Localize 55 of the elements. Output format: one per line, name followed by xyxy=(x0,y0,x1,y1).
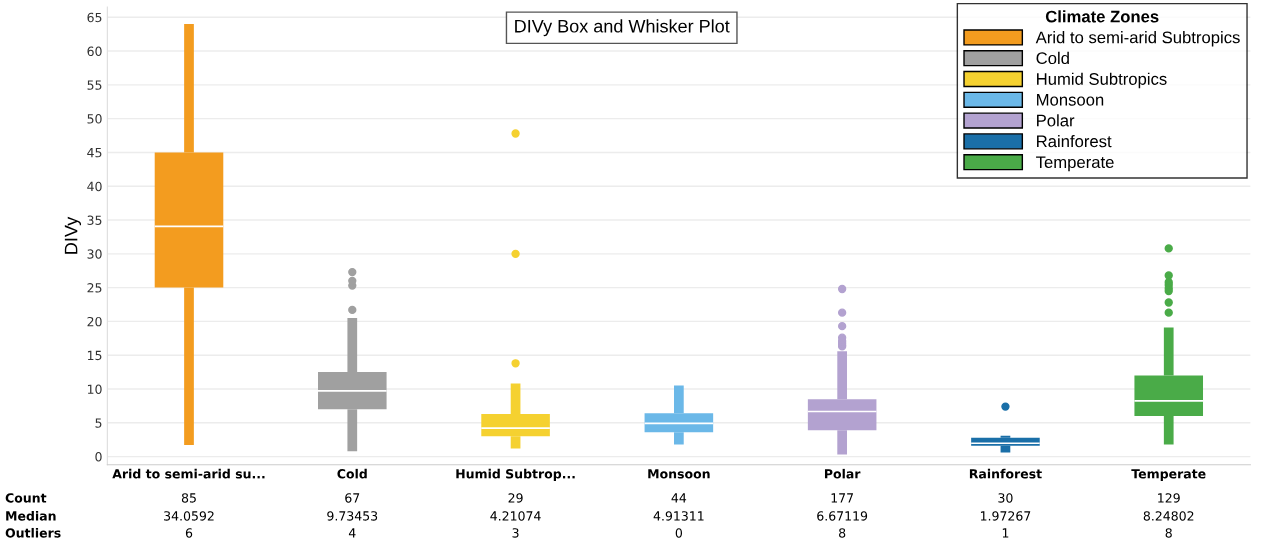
legend-label: Monsoon xyxy=(1037,94,1104,106)
y-tick-label: 55 xyxy=(87,80,102,90)
y-axis-title: DIVy xyxy=(64,216,82,254)
text: 85 xyxy=(181,493,196,503)
text: 3 xyxy=(512,528,519,538)
text: 129 xyxy=(1158,493,1180,503)
text: 8 xyxy=(1165,528,1172,538)
text: 29 xyxy=(508,493,523,503)
x-tick-label: Monsoon xyxy=(648,469,710,479)
text: 177 xyxy=(831,493,854,503)
text: 34.0592 xyxy=(164,511,214,521)
text: 44 xyxy=(671,493,687,503)
text: 67 xyxy=(345,493,360,503)
text: 6.67119 xyxy=(817,511,868,521)
text: 4.91311 xyxy=(653,511,704,521)
x-tick-label: Temperate xyxy=(1131,469,1206,481)
text: 1 xyxy=(1002,528,1009,538)
x-tick-label: Cold xyxy=(337,468,367,479)
y-tick-label: 45 xyxy=(87,148,102,158)
x-tick-label: Polar xyxy=(824,468,861,479)
legend-label: Temperate xyxy=(1036,156,1114,172)
text: 8 xyxy=(839,528,846,538)
text: 4 xyxy=(348,528,356,538)
text: 9.73453 xyxy=(327,511,378,521)
text: 1.97267 xyxy=(980,511,1031,521)
text: 6 xyxy=(185,528,193,538)
legend-label: Arid to semi-arid Subtropics xyxy=(1035,31,1240,47)
text: 8.24802 xyxy=(1143,511,1194,521)
y-tick-label: 20 xyxy=(87,316,102,327)
y-tick-label: 10 xyxy=(87,384,102,394)
legend-title: Climate Zones xyxy=(1045,10,1159,23)
text: 30 xyxy=(998,493,1013,503)
text: Outliers xyxy=(5,527,61,538)
text: DIVy Box and Whisker Plot xyxy=(515,19,730,37)
x-tick-label: Arid to semi-arid su... xyxy=(112,468,265,479)
text: 4.21074 xyxy=(490,511,541,521)
y-tick-label: 40 xyxy=(87,181,102,192)
legend-label: Polar xyxy=(1037,114,1075,127)
y-tick-label: 50 xyxy=(87,114,102,124)
y-tick-label: 25 xyxy=(87,283,102,293)
y-tick-label: 65 xyxy=(87,12,102,23)
x-tick-label: Rainforest xyxy=(969,468,1042,479)
y-tick-label: 35 xyxy=(87,215,102,225)
text: 0 xyxy=(675,528,683,538)
text: Median xyxy=(6,510,56,521)
y-tick-label: 60 xyxy=(87,46,102,56)
x-tick-label: Humid Subtrop... xyxy=(456,468,575,481)
y-tick-label: 15 xyxy=(87,350,102,361)
legend-label: Humid Subtropics xyxy=(1037,72,1167,89)
y-tick-label: 30 xyxy=(87,249,102,259)
legend-label: Cold xyxy=(1036,51,1069,65)
y-tick-label: 5 xyxy=(95,418,102,428)
text: Count xyxy=(5,493,47,503)
legend-label: Rainforest xyxy=(1037,135,1112,148)
y-tick-label: 0 xyxy=(95,452,102,462)
